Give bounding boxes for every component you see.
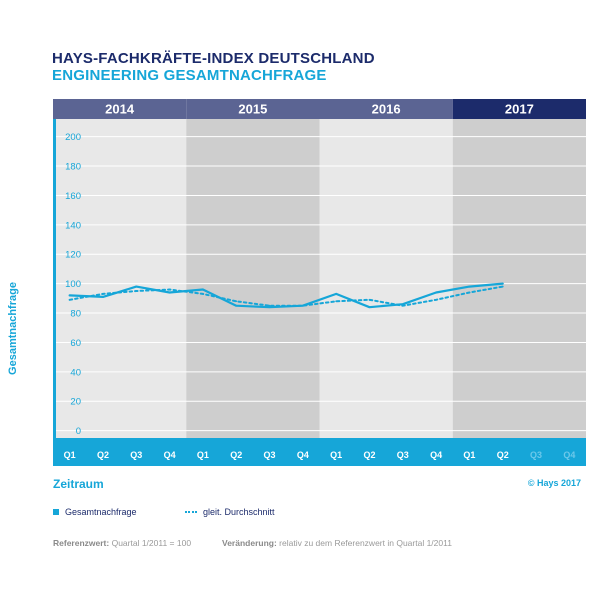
data-point-gleit-durchschnitt bbox=[202, 293, 204, 295]
y-tick-label: 140 bbox=[65, 220, 81, 231]
y-tick-label: 180 bbox=[65, 162, 81, 173]
y-tick-label: 0 bbox=[76, 426, 81, 437]
series-line-gesamtnachfrage bbox=[68, 282, 504, 309]
x-tick-label: Q3 bbox=[130, 450, 142, 460]
year-band-2016 bbox=[319, 99, 453, 119]
copyright: © Hays 2017 bbox=[527, 478, 581, 488]
x-tick-label: Q4 bbox=[563, 450, 575, 460]
footnote-reference-value: Quartal 1/2011 = 100 bbox=[111, 538, 192, 548]
data-point-gleit-durchschnitt bbox=[301, 304, 304, 307]
data-point-gesamtnachfrage bbox=[168, 291, 171, 294]
legend-swatch-dotted bbox=[185, 511, 197, 513]
data-point-gesamtnachfrage bbox=[468, 285, 471, 288]
plot-background-2017 bbox=[452, 119, 586, 438]
legend-item-gesamtnachfrage: Gesamtnachfrage bbox=[53, 507, 137, 517]
legend-label-gesamtnachfrage: Gesamtnachfrage bbox=[65, 507, 137, 517]
data-point-gesamtnachfrage bbox=[268, 306, 271, 309]
plot-background-2016 bbox=[319, 119, 453, 438]
x-tick-label: Q2 bbox=[497, 450, 509, 460]
y-tick-label: 160 bbox=[65, 191, 81, 202]
data-point-gleit-durchschnitt bbox=[102, 293, 104, 295]
x-axis-band bbox=[53, 438, 586, 466]
footnote-change-label: Veränderung: bbox=[222, 538, 277, 548]
data-point-gleit-durchschnitt bbox=[501, 285, 504, 288]
data-point-gleit-durchschnitt bbox=[235, 300, 238, 303]
y-tick-label: 80 bbox=[70, 309, 81, 320]
x-tick-label: Q3 bbox=[264, 450, 276, 460]
x-tick-label: Q3 bbox=[397, 450, 409, 460]
data-point-gleit-durchschnitt bbox=[268, 304, 271, 307]
footnote-change: Veränderung: relativ zu dem Referenzwert… bbox=[222, 538, 452, 548]
x-tick-label: Q4 bbox=[430, 450, 442, 460]
chart-subtitle: ENGINEERING GESAMTNACHFRAGE bbox=[52, 67, 327, 84]
year-label-2016: 2016 bbox=[372, 102, 401, 117]
footnote-reference: Referenzwert: Quartal 1/2011 = 100 bbox=[53, 538, 191, 548]
x-tick-label: Q4 bbox=[164, 450, 176, 460]
data-point-gesamtnachfrage bbox=[435, 291, 437, 294]
y-tick-label: 20 bbox=[70, 397, 81, 408]
data-point-gleit-durchschnitt bbox=[335, 300, 338, 303]
legend-label-durchschnitt: gleit. Durchschnitt bbox=[203, 507, 275, 517]
y-axis-line bbox=[53, 119, 56, 438]
footnote-reference-label: Referenzwert: bbox=[53, 538, 110, 548]
plot-background-2015 bbox=[186, 119, 320, 438]
year-band-2014 bbox=[53, 99, 187, 119]
data-point-gesamtnachfrage bbox=[135, 285, 138, 288]
x-tick-label: Q1 bbox=[197, 450, 209, 460]
chart-title: HAYS-FACHKRÄFTE-INDEX DEUTSCHLAND bbox=[52, 50, 375, 67]
year-label-2017: 2017 bbox=[505, 102, 534, 117]
x-axis-label: Zeitraum bbox=[53, 477, 104, 491]
y-tick-label: 200 bbox=[65, 132, 81, 143]
y-tick-label: 100 bbox=[65, 279, 81, 290]
footnote-change-value: relativ zu dem Referenzwert in Quartal 1… bbox=[279, 538, 452, 548]
data-point-gleit-durchschnitt bbox=[368, 298, 371, 301]
year-band-2017 bbox=[452, 99, 586, 119]
x-tick-label: Q2 bbox=[230, 450, 242, 460]
year-label-2014: 2014 bbox=[105, 102, 135, 117]
plot-background-2014 bbox=[53, 119, 187, 438]
data-point-gleit-durchschnitt bbox=[135, 290, 138, 292]
year-label-2015: 2015 bbox=[238, 102, 267, 117]
y-axis-title: Gesamtnachfrage bbox=[7, 282, 19, 375]
data-point-gesamtnachfrage bbox=[102, 295, 104, 298]
y-tick-label: 120 bbox=[65, 250, 81, 261]
y-tick-label: 40 bbox=[70, 367, 81, 378]
x-tick-label: Q3 bbox=[530, 450, 542, 460]
x-tick-label: Q2 bbox=[97, 450, 109, 460]
data-point-gesamtnachfrage bbox=[335, 293, 338, 295]
x-tick-label: Q1 bbox=[330, 450, 342, 460]
x-tick-label: Q2 bbox=[363, 450, 375, 460]
data-point-gesamtnachfrage bbox=[235, 304, 238, 307]
data-point-gesamtnachfrage bbox=[368, 306, 371, 309]
x-tick-label: Q4 bbox=[297, 450, 309, 460]
data-point-gleit-durchschnitt bbox=[468, 291, 471, 294]
x-tick-label: Q1 bbox=[64, 450, 76, 460]
data-point-gleit-durchschnitt bbox=[168, 288, 171, 291]
legend-swatch-solid bbox=[53, 509, 59, 515]
data-point-gleit-durchschnitt bbox=[401, 304, 404, 307]
data-point-gleit-durchschnitt bbox=[435, 298, 437, 301]
series-line-gleit-durchschnitt bbox=[68, 285, 504, 307]
data-point-gleit-durchschnitt bbox=[68, 298, 71, 301]
legend-item-durchschnitt: gleit. Durchschnitt bbox=[185, 507, 275, 517]
data-point-gesamtnachfrage bbox=[202, 288, 204, 291]
year-band-2015 bbox=[186, 99, 320, 119]
data-point-gesamtnachfrage bbox=[68, 294, 71, 297]
x-tick-label: Q1 bbox=[463, 450, 475, 460]
y-tick-label: 60 bbox=[70, 338, 81, 349]
data-point-gesamtnachfrage bbox=[501, 282, 504, 285]
